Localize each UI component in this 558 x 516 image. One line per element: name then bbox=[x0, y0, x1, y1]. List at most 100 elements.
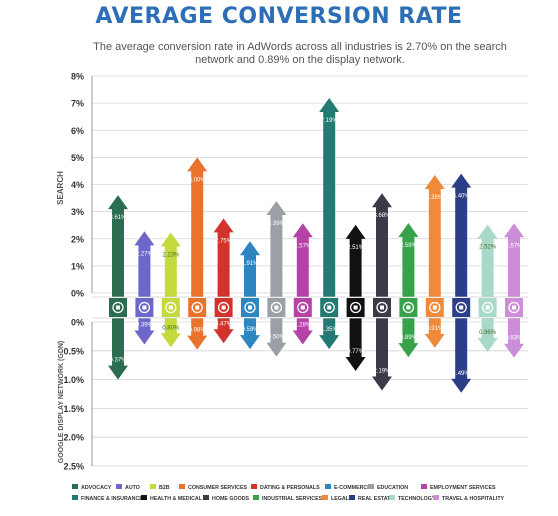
legend-swatch bbox=[141, 495, 147, 500]
legend-swatch bbox=[253, 495, 259, 500]
search-value-label: 7.19% bbox=[321, 118, 339, 124]
y-tick-upper: 5% bbox=[71, 153, 84, 163]
display-value-label: 0.37% bbox=[109, 358, 127, 364]
y-tick-upper: 7% bbox=[71, 99, 84, 109]
handshake-icon bbox=[165, 301, 177, 314]
legend-swatch bbox=[389, 495, 395, 500]
legend-label: AUTO bbox=[125, 485, 140, 491]
legend-label: FINANCE & INSURANCE bbox=[81, 496, 143, 502]
lamp-icon bbox=[376, 301, 388, 314]
legend-label: REAL ESTATE bbox=[358, 496, 394, 502]
display-value-label: 0.83% bbox=[505, 336, 523, 342]
display-value-label: 0.86% bbox=[479, 330, 497, 336]
search-value-label: 2.57% bbox=[294, 243, 312, 249]
legend-label: DATING & PERSONALS bbox=[260, 485, 320, 491]
arrow-bar-finance-insurance bbox=[319, 98, 340, 350]
legend-label: EDUCATION bbox=[377, 485, 408, 491]
legend-swatch bbox=[251, 484, 257, 489]
arrow-bar-consumer-services bbox=[187, 157, 208, 350]
search-value-label: 3.68% bbox=[373, 213, 391, 219]
legend-label: ADVOCACY bbox=[81, 485, 112, 491]
legend-label: HOME GOODS bbox=[212, 496, 250, 502]
book-icon bbox=[270, 301, 283, 314]
y-tick-upper: 4% bbox=[71, 180, 84, 190]
y-tick-upper: 0% bbox=[71, 289, 84, 299]
house-icon bbox=[455, 301, 467, 314]
arrow-bar-advocacy bbox=[108, 195, 128, 380]
search-value-label: 4.40% bbox=[453, 194, 471, 200]
display-value-label: 1.49% bbox=[453, 371, 471, 377]
display-value-label: 0.91% bbox=[426, 326, 444, 332]
display-value-label: 0.77% bbox=[347, 349, 365, 355]
legend-swatch bbox=[421, 484, 427, 489]
y-tick-upper: 3% bbox=[71, 207, 84, 217]
display-value-label: 1.35% bbox=[321, 327, 339, 333]
search-value-label: 3.39% bbox=[268, 221, 286, 227]
search-value-label: 2.58% bbox=[400, 243, 418, 249]
search-value-label: 2.23% bbox=[162, 253, 180, 259]
search-value-label: 2.75% bbox=[215, 238, 233, 244]
display-value-label: 1.28% bbox=[294, 322, 312, 328]
legend-label: HEALTH & MEDICAL bbox=[150, 496, 203, 502]
legend-swatch bbox=[203, 495, 209, 500]
legend-swatch bbox=[179, 484, 185, 489]
briefcase-icon bbox=[297, 301, 309, 314]
legend-label: TRAVEL & HOSPITALITY bbox=[442, 496, 505, 502]
car-icon bbox=[138, 301, 151, 314]
display-value-label: 0.80% bbox=[162, 325, 180, 331]
y-tick-lower: 2.0% bbox=[63, 433, 84, 443]
arrow-bar-industrial-services bbox=[398, 223, 419, 358]
person-icon bbox=[508, 301, 520, 314]
legend-label: TECHNOLOGY bbox=[398, 496, 436, 502]
legend-label: E-COMMERCE bbox=[334, 485, 371, 491]
shopping-cart-icon bbox=[244, 301, 256, 314]
y-tick-lower: 1.0% bbox=[63, 375, 84, 385]
heart-icon bbox=[217, 301, 230, 314]
lower-axis-label: GOOGLE DISPLAY NETWORK (GDN) bbox=[58, 341, 65, 464]
arrow-bar-home-goods bbox=[372, 193, 392, 391]
chart-title: AVERAGE CONVERSION RATE bbox=[95, 4, 463, 29]
search-value-label: 2.57% bbox=[505, 243, 523, 249]
arrow-bar-b-b bbox=[160, 232, 181, 348]
legend-swatch bbox=[349, 495, 355, 500]
monitor-icon bbox=[481, 301, 494, 314]
y-tick-upper: 6% bbox=[71, 126, 84, 136]
search-value-label: 2.52% bbox=[479, 245, 497, 251]
legend-label: CONSUMER SERVICES bbox=[188, 485, 248, 491]
legend-swatch bbox=[72, 484, 78, 489]
legend-swatch bbox=[116, 484, 122, 489]
display-value-label: 0.50% bbox=[268, 335, 286, 341]
arrow-bar-real-estate bbox=[451, 173, 472, 393]
legend-label: EMPLOYMENT SERVICES bbox=[430, 485, 496, 491]
display-value-label: 0.98% bbox=[189, 328, 207, 334]
legend-label: B2B bbox=[159, 485, 170, 491]
gavel-icon bbox=[429, 301, 441, 314]
legend-swatch bbox=[72, 495, 78, 500]
arrow-bar-e-commerce bbox=[240, 241, 260, 350]
display-value-label: 0.47% bbox=[215, 321, 233, 327]
search-value-label: 2.51% bbox=[347, 245, 365, 251]
arrow-bar-travel-hospitality bbox=[504, 223, 524, 358]
tools-icon bbox=[402, 301, 415, 314]
y-tick-upper: 1% bbox=[71, 261, 84, 271]
search-value-label: 4.35% bbox=[426, 195, 444, 201]
money-bag-icon bbox=[323, 301, 335, 314]
display-value-label: 2.19% bbox=[373, 369, 391, 375]
legend-label: LEGAL bbox=[331, 496, 350, 502]
upper-axis-label: SEARCH bbox=[56, 171, 65, 205]
hands-heart-icon bbox=[112, 301, 124, 314]
legend-swatch bbox=[433, 495, 439, 500]
legend-label: INDUSTRIAL SERVICES bbox=[262, 496, 323, 502]
display-value-label: 0.39% bbox=[136, 322, 154, 328]
search-value-label: 3.61% bbox=[109, 215, 127, 221]
y-tick-upper: 8% bbox=[71, 72, 84, 82]
chart-subtitle: The average conversion rate in AdWords a… bbox=[93, 41, 507, 66]
display-value-label: 0.59% bbox=[241, 327, 259, 333]
y-tick-lower: 2.5% bbox=[63, 462, 84, 472]
search-value-label: 2.27% bbox=[136, 251, 154, 257]
y-tick-lower: 0.5% bbox=[63, 346, 84, 356]
support-icon bbox=[191, 301, 203, 314]
medical-kit-icon bbox=[349, 301, 362, 314]
legend-swatch bbox=[322, 495, 328, 500]
legend-swatch bbox=[368, 484, 374, 489]
